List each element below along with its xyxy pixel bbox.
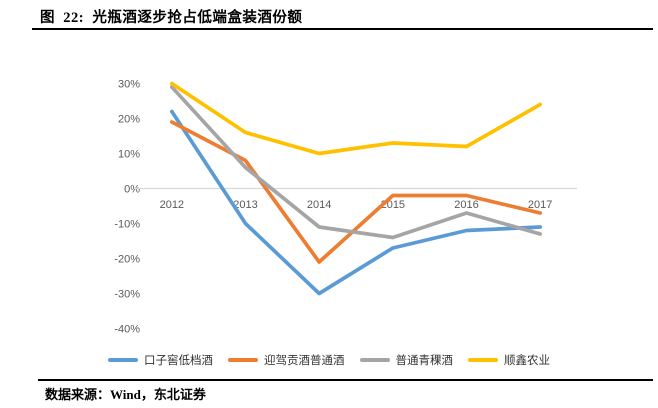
- series-line-0: [169, 109, 543, 296]
- legend-line-swatch: [108, 358, 138, 362]
- legend-label: 顺鑫农业: [504, 355, 550, 367]
- figure-title: 图 22: 光瓶酒逐步抢占低端盒装酒份额: [40, 10, 303, 26]
- y-axis-tick-label: 0%: [124, 184, 140, 196]
- x-axis-label: 2013: [233, 199, 257, 211]
- y-axis-tick-label: 10%: [118, 149, 140, 161]
- legend-label: 口子窖低档酒: [144, 355, 213, 367]
- legend-label: 普通青稞酒: [395, 355, 454, 367]
- data-source-text: 数据来源：Wind，东北证券: [45, 387, 206, 402]
- x-axis-label: 2017: [528, 199, 552, 211]
- y-axis-tick-label: 30%: [118, 79, 140, 91]
- y-axis-tick-label: -10%: [114, 219, 140, 231]
- legend-item-3: 顺鑫农业: [468, 352, 550, 368]
- x-axis-label: 2016: [454, 199, 478, 211]
- y-axis-tick-label: -40%: [114, 324, 140, 336]
- footer-rule: [38, 379, 653, 381]
- y-axis-tick-label: 20%: [118, 114, 140, 126]
- series-line-3: [169, 81, 543, 156]
- y-axis-tick-label: -20%: [114, 254, 140, 266]
- legend-line-swatch: [228, 358, 258, 362]
- chart-legend: 口子窖低档酒 迎驾贡酒普通酒 普通青稞酒 顺鑫农业: [0, 352, 658, 368]
- series-line-2: [169, 85, 543, 240]
- legend-line-swatch: [468, 358, 498, 362]
- legend-label: 迎驾贡酒普通酒: [264, 355, 345, 367]
- line-chart: 30% 20% 10% 0% -10% -20% -30% -40% 2012 2013 2014 2…: [114, 79, 577, 336]
- legend-item-0: 口子窖低档酒: [108, 352, 213, 368]
- y-axis-tick-label: -30%: [114, 289, 140, 301]
- legend-item-1: 迎驾贡酒普通酒: [228, 352, 345, 368]
- series-line-1: [169, 120, 543, 264]
- legend-item-2: 普通青稞酒: [359, 352, 454, 368]
- x-axis-label: 2014: [307, 199, 331, 211]
- title-underline: [32, 28, 653, 31]
- x-axis-label: 2012: [160, 199, 184, 211]
- legend-line-swatch: [359, 358, 390, 362]
